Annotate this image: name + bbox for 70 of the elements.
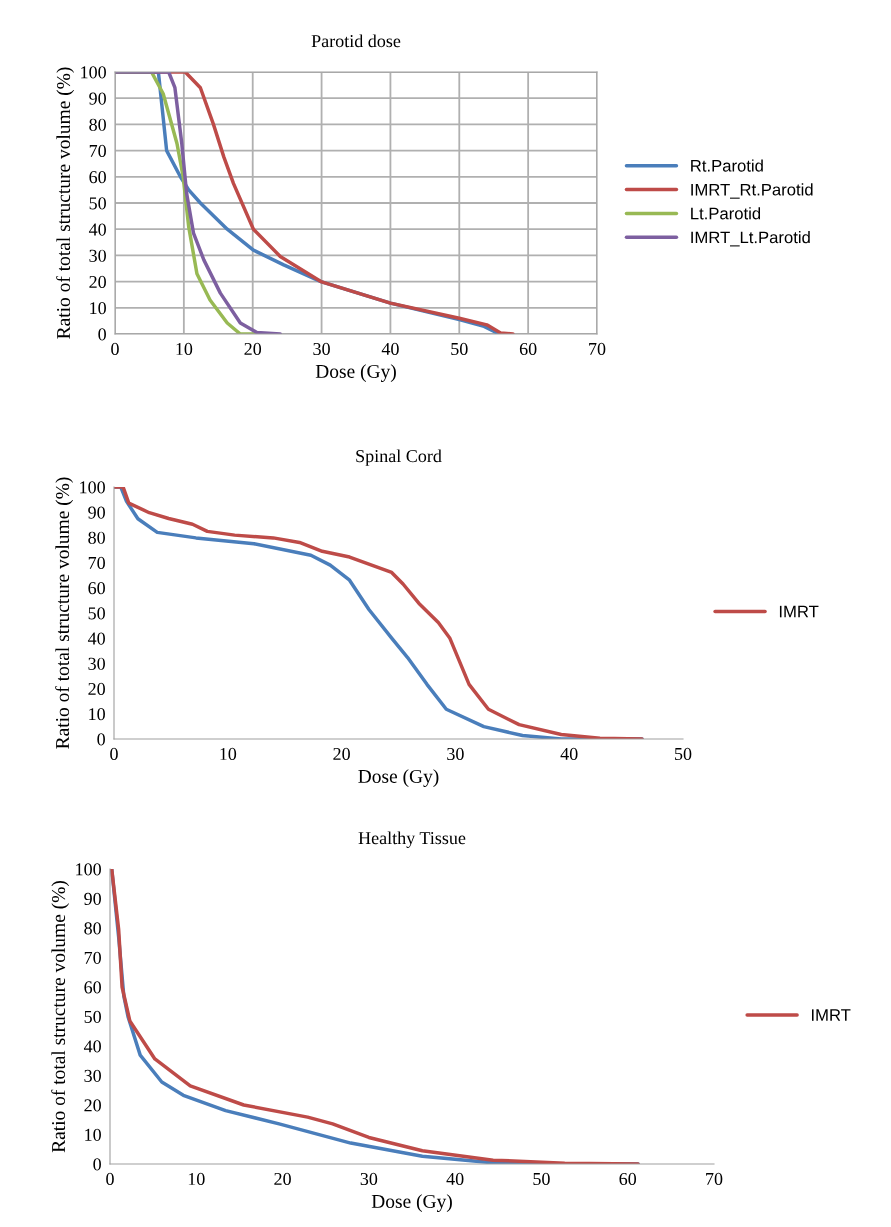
y-tick-label: 90 bbox=[84, 892, 101, 905]
x-tick-label: 10 bbox=[188, 1172, 205, 1186]
legend-label: IMRT bbox=[811, 1009, 851, 1021]
x-axis-title: Dose (Gy) bbox=[371, 1194, 452, 1212]
x-tick-label: 20 bbox=[244, 342, 262, 356]
x-tick-label: 40 bbox=[560, 747, 578, 761]
x-tick-label: 10 bbox=[220, 747, 237, 761]
x-axis-title: Dose (Gy) bbox=[315, 364, 396, 382]
x-tick-label: 30 bbox=[447, 747, 464, 761]
x-tick-label: 40 bbox=[446, 1172, 464, 1186]
x-tick-label: 60 bbox=[519, 342, 537, 356]
y-axis-title: Ratio of total structure volume (%) bbox=[56, 67, 75, 339]
y-tick-label: 100 bbox=[76, 863, 101, 876]
x-tick-label: 10 bbox=[176, 342, 193, 356]
y-tick-label: 70 bbox=[89, 144, 106, 158]
y-tick-label: 10 bbox=[90, 302, 106, 315]
y-tick-label: 60 bbox=[84, 981, 101, 994]
y-tick-label: 60 bbox=[88, 582, 105, 595]
x-tick-label: 30 bbox=[360, 1172, 378, 1186]
x-tick-label: 30 bbox=[313, 342, 330, 356]
y-tick-label: 40 bbox=[83, 1040, 101, 1053]
y-axis-title: Ratio of total structure volume (%) bbox=[51, 881, 70, 1153]
x-tick-label: 50 bbox=[675, 747, 692, 761]
x-tick-label: 70 bbox=[706, 1172, 723, 1186]
y-tick-label: 70 bbox=[84, 951, 101, 964]
legend-label: IMRT_Rt.Parotid bbox=[691, 183, 813, 199]
y-tick-label: 30 bbox=[89, 249, 106, 262]
y-tick-label: 100 bbox=[81, 66, 106, 79]
legend-label: Rt.Parotid bbox=[691, 159, 763, 172]
y-tick-label: 0 bbox=[98, 328, 106, 341]
y-tick-label: 20 bbox=[88, 682, 105, 696]
x-tick-label: 60 bbox=[619, 1172, 637, 1186]
y-tick-label: 0 bbox=[93, 1158, 101, 1171]
chart-title: Spinal Cord bbox=[356, 449, 442, 466]
y-tick-label: 80 bbox=[88, 531, 105, 544]
y-tick-label: 80 bbox=[89, 118, 106, 131]
y-tick-label: 60 bbox=[89, 171, 106, 184]
y-tick-label: 20 bbox=[89, 275, 106, 289]
y-tick-label: 90 bbox=[88, 506, 105, 519]
x-tick-label: 0 bbox=[111, 342, 119, 356]
y-tick-label: 50 bbox=[89, 197, 106, 210]
legend-label: IMRT bbox=[779, 605, 819, 618]
line-series bbox=[114, 487, 644, 739]
chart-title: Parotid dose bbox=[311, 34, 401, 48]
y-tick-label: 50 bbox=[84, 1010, 101, 1023]
x-tick-label: 40 bbox=[381, 342, 399, 356]
y-tick-label: 70 bbox=[88, 556, 105, 570]
legend-label: IMRT_Lt.Parotid bbox=[691, 231, 810, 247]
y-tick-label: 40 bbox=[88, 223, 106, 236]
y-tick-label: 100 bbox=[80, 481, 105, 494]
y-tick-label: 80 bbox=[84, 922, 101, 935]
y-axis-title: Ratio of total structure volume (%) bbox=[55, 477, 74, 749]
x-tick-label: 50 bbox=[451, 342, 468, 356]
y-tick-label: 30 bbox=[88, 657, 105, 670]
y-tick-label: 0 bbox=[97, 733, 105, 746]
y-tick-label: 10 bbox=[89, 708, 105, 721]
x-tick-label: 20 bbox=[333, 747, 350, 761]
x-tick-label: 70 bbox=[589, 342, 606, 356]
y-tick-label: 20 bbox=[84, 1099, 101, 1112]
x-tick-label: 50 bbox=[533, 1172, 550, 1186]
y-tick-label: 40 bbox=[87, 632, 105, 645]
y-tick-label: 50 bbox=[88, 607, 105, 620]
x-tick-label: 20 bbox=[274, 1172, 291, 1186]
x-axis-title: Dose (Gy) bbox=[358, 769, 439, 787]
y-tick-label: 90 bbox=[89, 92, 106, 105]
y-tick-label: 30 bbox=[84, 1069, 101, 1082]
legend-label: Lt.Parotid bbox=[691, 207, 761, 220]
x-tick-label: 0 bbox=[110, 747, 118, 761]
chart-title: Healthy Tissue bbox=[358, 831, 466, 848]
y-tick-label: 10 bbox=[85, 1128, 101, 1141]
